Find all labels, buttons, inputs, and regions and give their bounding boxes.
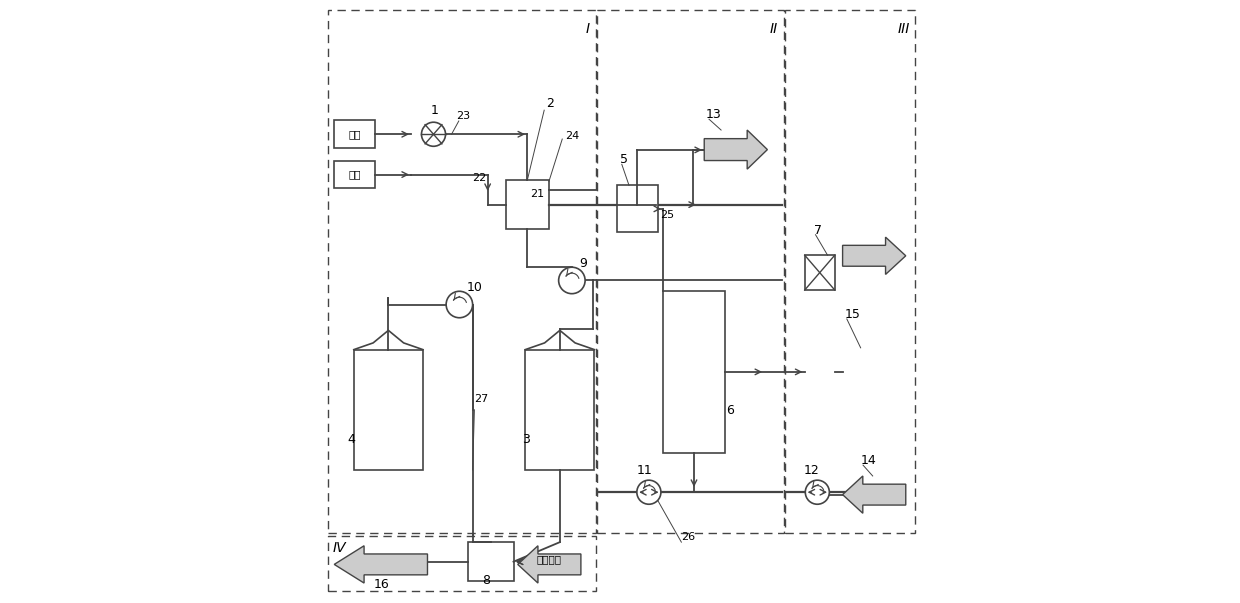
Bar [335,161,376,188]
Bar [353,350,423,470]
Polygon shape [518,546,580,583]
Circle shape [446,291,472,318]
Text: III: III [898,22,910,36]
Circle shape [559,267,585,294]
Text: 8: 8 [482,574,490,587]
Text: 27: 27 [475,394,489,404]
Text: 13: 13 [706,108,722,121]
Text: II: II [769,22,777,36]
Text: 11: 11 [637,464,652,477]
Text: 9: 9 [579,257,587,270]
Text: 21: 21 [529,189,544,198]
Text: 14: 14 [861,454,877,467]
Polygon shape [843,237,905,274]
Bar [618,185,658,232]
Bar [329,536,596,592]
Bar [329,10,596,533]
Polygon shape [704,130,768,169]
Circle shape [637,480,661,504]
Text: 1: 1 [430,104,439,118]
Text: I: I [585,22,590,36]
Bar [526,350,594,470]
Bar [506,180,549,229]
Text: 7: 7 [813,224,822,236]
Text: 5: 5 [620,153,627,166]
Bar [469,542,513,581]
Text: 24: 24 [564,131,579,142]
Text: 10: 10 [466,280,482,294]
Text: 16: 16 [373,578,389,592]
Text: 热水: 热水 [348,169,361,180]
Text: 12: 12 [804,464,820,477]
Text: 15: 15 [844,308,861,321]
Polygon shape [843,476,905,513]
Text: 2: 2 [547,97,554,110]
Text: 25: 25 [661,210,675,220]
Text: 4: 4 [347,433,356,446]
Polygon shape [335,546,428,583]
Circle shape [422,122,445,147]
Text: 6: 6 [725,404,734,417]
Text: 23: 23 [456,111,470,121]
Bar [663,291,724,453]
Circle shape [805,480,830,504]
Bar [335,121,376,148]
Text: IV: IV [332,541,346,555]
Bar [598,10,784,533]
Text: 电加热器: 电加热器 [537,554,562,564]
Text: 蒸汽: 蒸汽 [348,129,361,139]
Text: 3: 3 [522,433,531,446]
Bar [805,255,835,290]
Bar [785,10,915,533]
Text: 22: 22 [472,173,487,183]
Text: 26: 26 [681,532,696,542]
